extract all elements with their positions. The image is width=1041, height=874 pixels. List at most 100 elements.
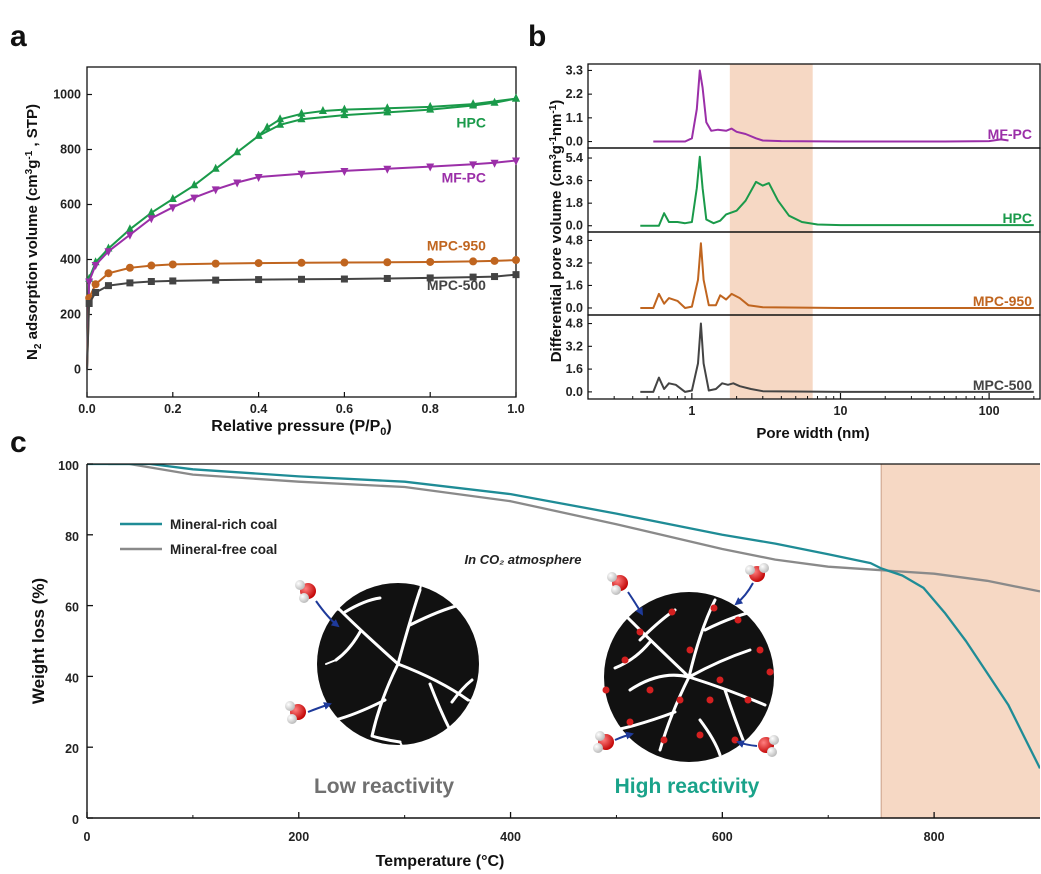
panel-a-chart: 0.0 0.2 0.4 0.6 0.8 1.0 0 200 400 600 800 1000 HPC M… [24, 66, 525, 438]
data-point-mf-pc [211, 186, 220, 195]
panel-b-ytick-label: 1.6 [566, 362, 583, 376]
data-point-hpc [190, 180, 199, 189]
panel-c-chart: 0 200 400 600 800 0 20 40 60 80 100 Mineral-rich c… [29, 459, 1040, 870]
data-point-mf-pc [104, 248, 113, 257]
data-point-mpc-500 [491, 273, 499, 281]
panel-b-xtick-label: 1 [688, 404, 695, 418]
legend-label-mineral-rich: Mineral-rich coal [170, 517, 277, 532]
panel-b-ytick-label: 1.8 [566, 196, 583, 210]
panel-a-ytick-label: 400 [60, 253, 81, 267]
panel-b-xlabel: Pore width (nm) [756, 425, 869, 442]
panel-c-ytick-label: 0 [72, 813, 79, 827]
panel-b-ytick-label: 3.2 [566, 256, 583, 270]
panel-a-xtick-label: 1.0 [507, 402, 524, 416]
data-point-mf-pc [168, 204, 177, 213]
water-molecule-icon [607, 572, 644, 616]
high-temperature-highlight [881, 464, 1040, 818]
series-line-mineral-free-coal [108, 464, 1040, 593]
panel-b-xtick-label: 10 [834, 404, 848, 418]
series-line-mpc-500 [640, 322, 1034, 393]
subplot-frame-mpc-500 [587, 314, 1041, 400]
data-point-hpc [340, 110, 349, 119]
series-label-mpc-500: MPC-500 [973, 377, 1032, 393]
data-point-mf-pc [85, 278, 94, 287]
data-point-hpc [469, 99, 478, 108]
data-point-hpc [233, 147, 242, 156]
data-point-hpc [318, 106, 327, 114]
panel-a-xtick-label: 0.2 [164, 402, 181, 416]
data-point-mpc-950 [512, 256, 520, 265]
panel-c-xtick-label: 600 [712, 830, 733, 844]
data-point-mpc-950 [211, 259, 220, 268]
panel-c-xlabel: Temperature (°C) [376, 853, 505, 870]
data-point-mpc-500 [92, 289, 100, 296]
data-point-mpc-950 [383, 258, 392, 267]
panel-label-b: b [528, 20, 546, 53]
data-point-hpc [168, 194, 177, 202]
data-point-mpc-500 [104, 282, 112, 290]
panel-b-ytick-label: 4.8 [566, 317, 583, 331]
data-point-mf-pc [469, 161, 478, 170]
panel-a-ytick-label: 800 [60, 143, 81, 157]
data-point-mpc-950 [297, 258, 306, 267]
data-point-mpc-950 [168, 260, 177, 269]
panel-b-xtick-label: 100 [979, 404, 1000, 418]
panel-label-c: c [10, 426, 27, 459]
data-point-mpc-500 [255, 276, 263, 284]
series-label-mpc-500: MPC-500 [427, 277, 486, 293]
panel-c-ytick-label: 80 [65, 530, 79, 544]
panel-a-ytick-label: 1000 [53, 88, 81, 102]
data-point-hpc [383, 107, 392, 116]
data-point-hpc [340, 104, 349, 113]
series-label-hpc: HPC [1002, 210, 1032, 226]
panel-b-chart: 0.0 1.1 2.2 3.3 MF-PC 0.0 1.8 3.6 5.4 HPC 0.0 1.6 3.… [548, 63, 1041, 442]
panel-b-ytick-label: 0.0 [566, 219, 583, 233]
panel-a-xtick-label: 0.8 [422, 402, 439, 416]
panel-b-ylabel: Differential pore volume (cm3g-1nm-1) [548, 100, 565, 363]
panel-c-xtick-label: 0 [84, 830, 91, 844]
water-molecule-icon [593, 731, 634, 753]
series-label-mpc-950: MPC-950 [427, 238, 486, 254]
panel-b-ytick-label: 5.4 [566, 151, 583, 165]
series-line-mf-pc [86, 159, 517, 370]
data-point-mpc-950 [254, 259, 263, 268]
panel-a-xtick-label: 0.0 [78, 402, 95, 416]
data-point-mpc-500 [383, 274, 391, 282]
subplot-frame-mf-pc [587, 63, 1041, 149]
water-molecule-icon [736, 735, 779, 757]
data-point-mpc-500 [85, 300, 93, 307]
series-label-mf-pc: MF-PC [442, 170, 486, 186]
panel-b-ytick-label: 0.0 [566, 135, 583, 149]
subplot-frame-hpc [587, 147, 1041, 233]
data-point-mf-pc [91, 262, 100, 270]
data-point-mpc-500 [212, 276, 220, 284]
data-point-hpc [276, 119, 285, 128]
series-line-mf-pc [653, 69, 1009, 143]
panel-b-ytick-label: 4.8 [566, 233, 583, 247]
water-molecule-icon [734, 563, 769, 606]
panel-c-ytick-label: 60 [65, 601, 79, 615]
panel-c-ylabel: Weight loss (%) [29, 578, 48, 704]
series-line-hpc [86, 97, 517, 370]
series-line-mineral-rich-coal [87, 464, 1040, 769]
data-point-mf-pc [426, 163, 435, 172]
series-line-mpc-950 [86, 259, 517, 370]
panel-a-ylabel: N2 adsorption volume (cm3g-1 , STP) [24, 104, 44, 360]
series-label-mpc-950: MPC-950 [973, 293, 1032, 309]
data-point-mpc-500 [298, 275, 305, 283]
data-point-mf-pc [490, 159, 499, 168]
data-point-mpc-950 [125, 263, 134, 272]
panel-b-ytick-label: 2.2 [566, 87, 583, 101]
series-label-mf-pc: MF-PC [988, 126, 1032, 142]
data-point-hpc [490, 97, 499, 106]
data-point-mf-pc [340, 167, 349, 176]
data-point-mf-pc [512, 157, 520, 166]
panel-a-xlabel: Relative pressure (P/P0) [211, 418, 391, 438]
data-point-hpc [276, 114, 285, 123]
panel-a-frame [86, 66, 517, 398]
data-point-hpc [147, 207, 156, 216]
atmosphere-annotation: In CO₂ atmosphere [465, 552, 582, 567]
series-line-mpc-500 [86, 273, 517, 370]
series-line-mpc-950 [640, 242, 1034, 309]
panel-a-xtick-label: 0.6 [336, 402, 353, 416]
